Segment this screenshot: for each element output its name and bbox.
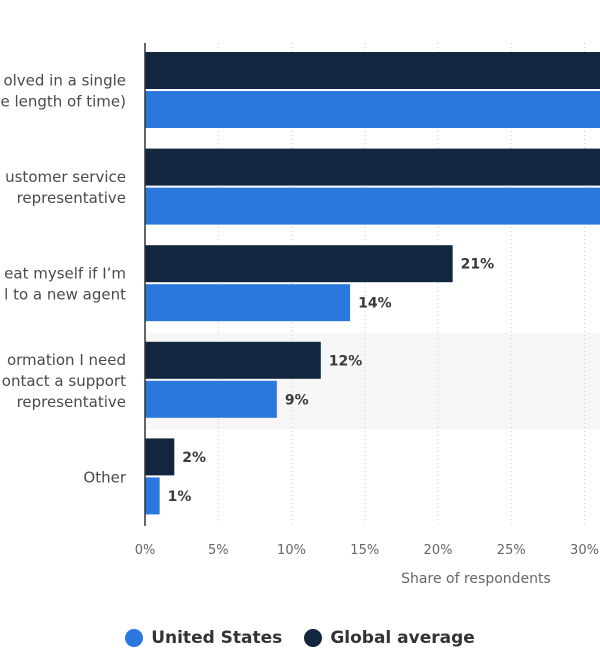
- legend-item-united-states[interactable]: United States: [125, 628, 282, 648]
- bar-united-states: [145, 91, 600, 128]
- x-tick-label: 20%: [424, 543, 453, 558]
- category-label: olved in a single e length of time): [0, 72, 126, 111]
- bar-global-average: [145, 52, 600, 89]
- bar-united-states: [145, 187, 600, 225]
- bar-global-average: [145, 245, 453, 283]
- x-tick-label: 10%: [277, 543, 306, 558]
- bar-global-average: [145, 148, 600, 186]
- x-tick-label: 0%: [135, 543, 156, 558]
- category-label: Other: [83, 468, 126, 486]
- legend-marker-global-average: [304, 629, 323, 647]
- legend-label-united-states: United States: [151, 628, 283, 648]
- x-tick-label: 5%: [208, 543, 229, 558]
- category-label: ormation I need ontact a support represent…: [2, 351, 126, 411]
- data-label: 12%: [329, 353, 363, 369]
- data-label: 1%: [168, 489, 192, 505]
- legend-label-global-average: Global average: [330, 628, 475, 648]
- category-label: eat myself if I’m l to a new agent: [4, 265, 126, 304]
- bar-global-average: [145, 438, 175, 476]
- legend-marker-united-states: [125, 629, 144, 647]
- x-tick-label: 25%: [497, 543, 526, 558]
- data-label: 2%: [182, 450, 206, 466]
- bar-united-states: [145, 380, 277, 418]
- bar-united-states: [145, 477, 160, 515]
- x-axis-title: Share of respondents: [401, 571, 551, 587]
- data-label: 14%: [358, 296, 392, 312]
- data-label: 21%: [461, 257, 495, 273]
- legend: United States Global average: [0, 628, 600, 648]
- category-label: ustomer service representative: [5, 168, 126, 207]
- data-label: 9%: [285, 392, 309, 408]
- bar-chart: olved in a single e length of time) ustome…: [0, 43, 600, 587]
- x-tick-label: 15%: [350, 543, 379, 558]
- legend-item-global-average[interactable]: Global average: [304, 628, 475, 648]
- bar-united-states: [145, 284, 351, 322]
- x-tick-label: 30%: [570, 543, 599, 558]
- bar-global-average: [145, 341, 321, 379]
